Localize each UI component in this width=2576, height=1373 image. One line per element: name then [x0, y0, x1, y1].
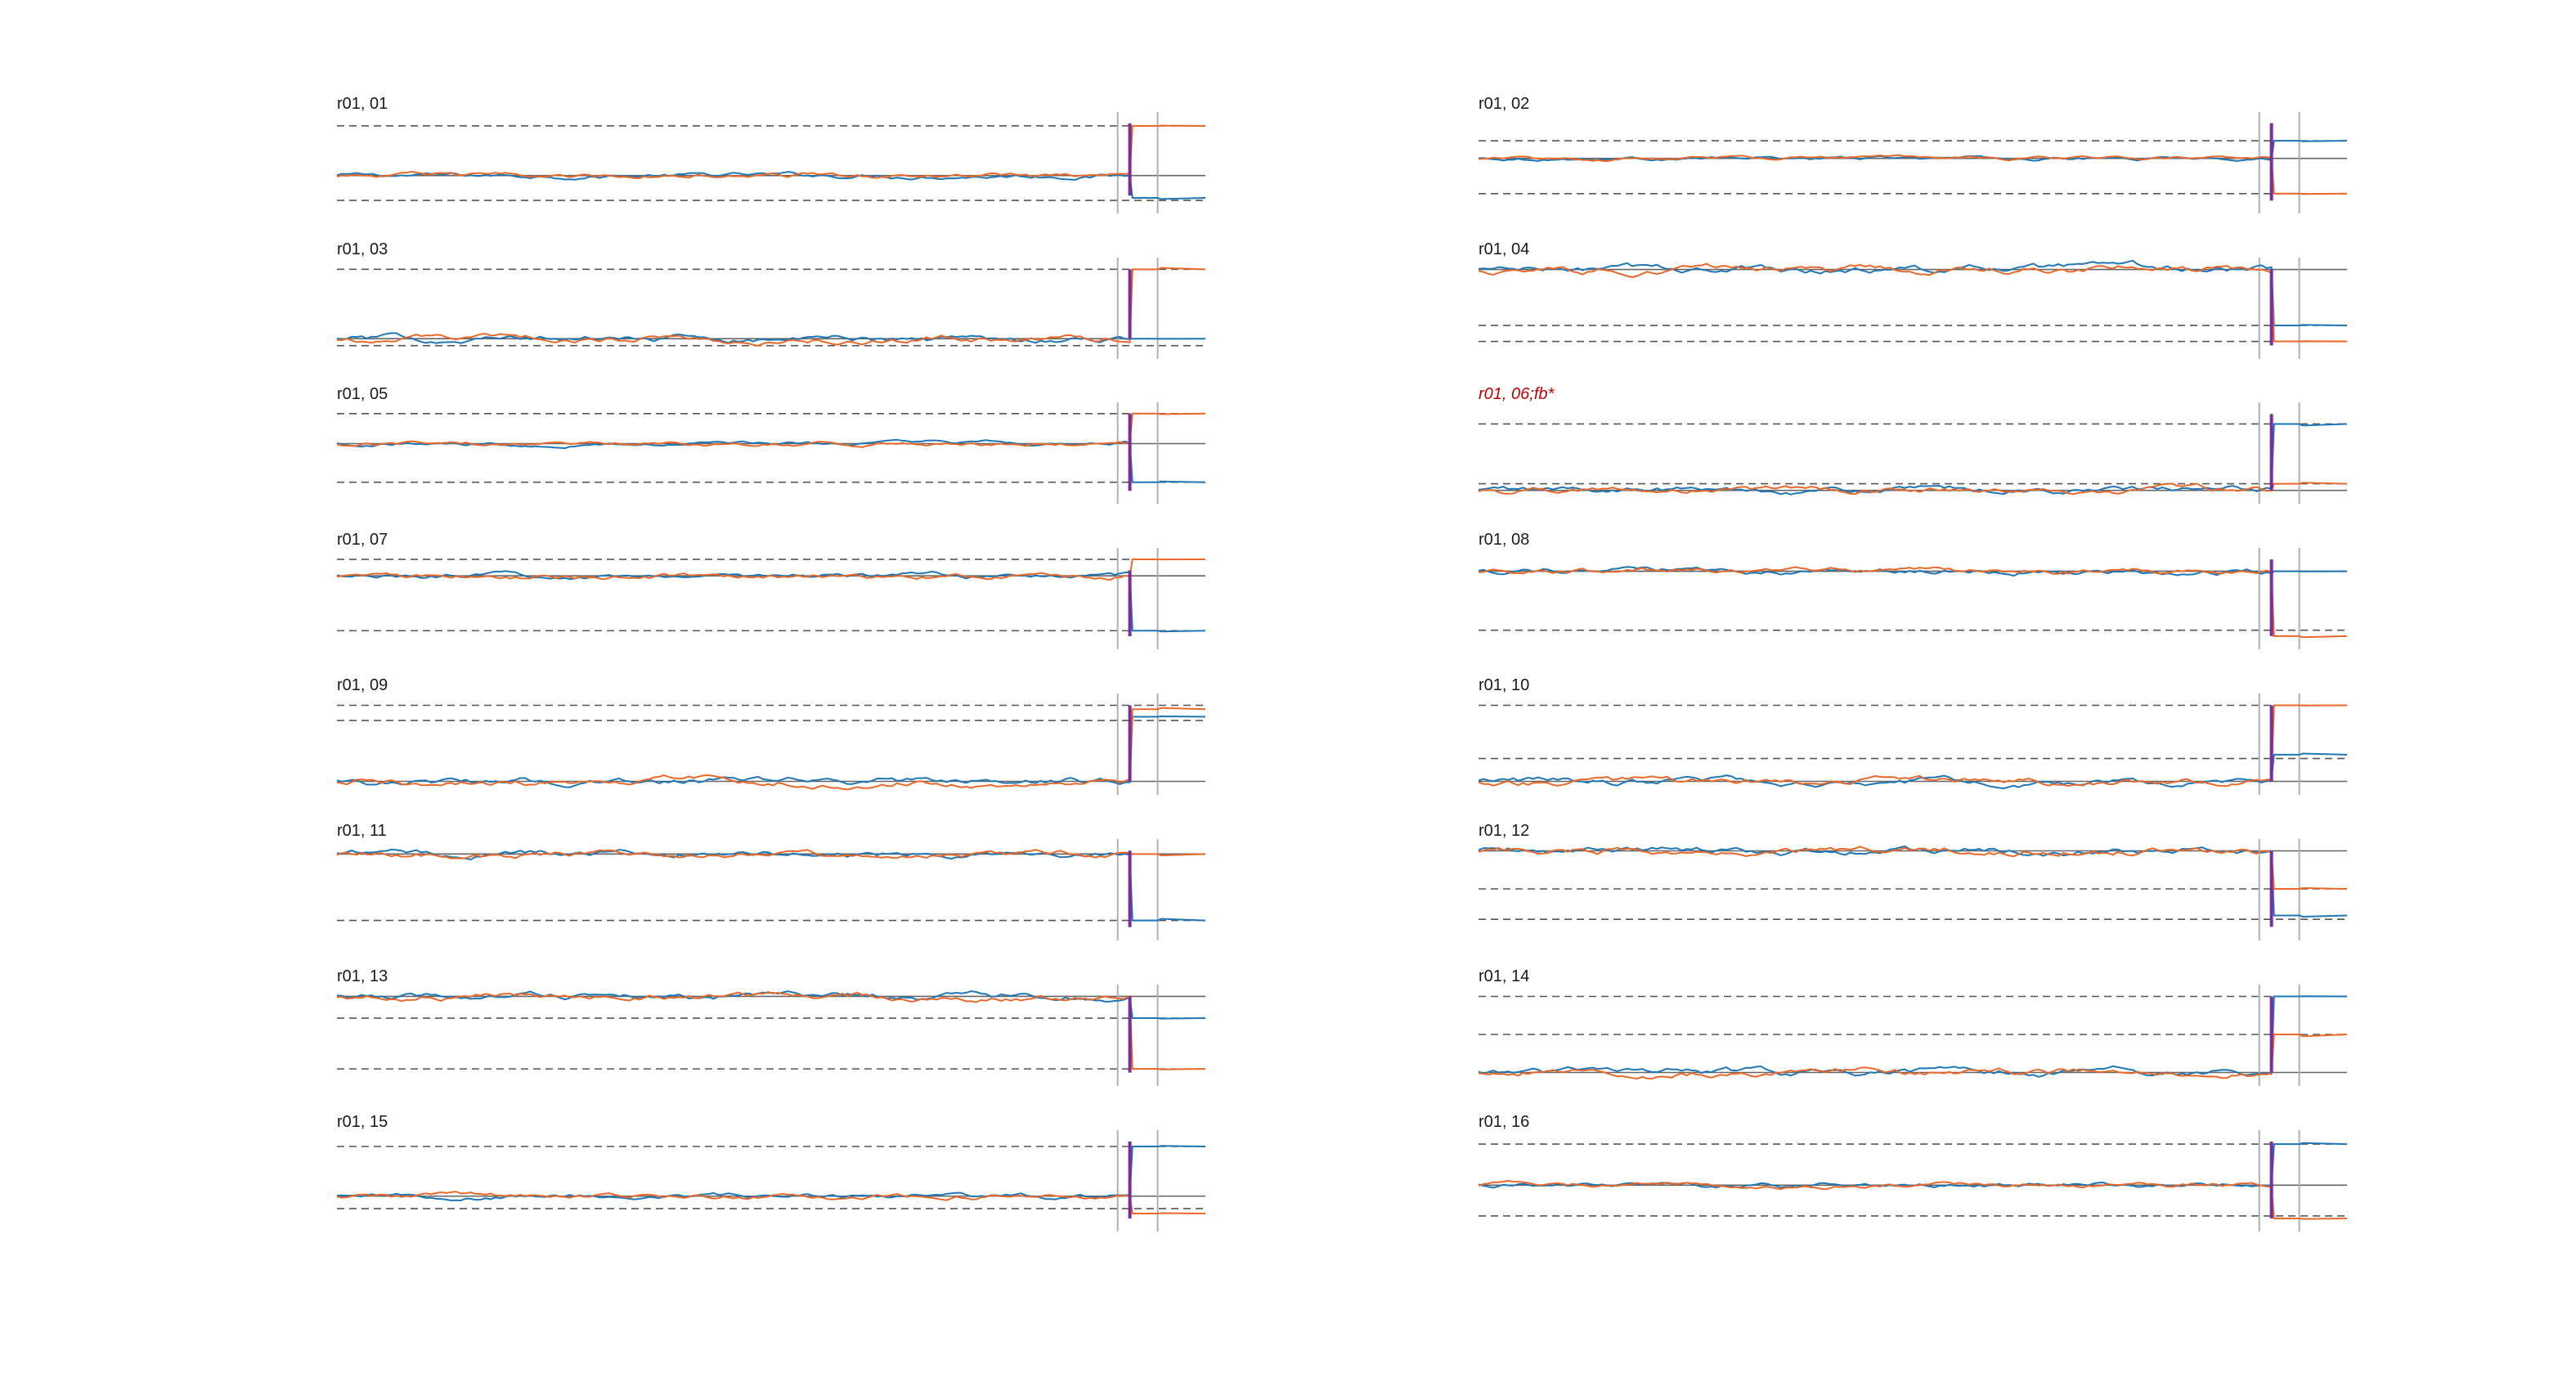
series-a-line: [1478, 845, 2348, 918]
panel-6: r01, 06;fb*: [1478, 385, 2348, 504]
series-a-line: [1478, 423, 2348, 496]
series-b-line: [336, 848, 1206, 859]
panel-1: r01, 01: [336, 95, 1206, 213]
panel-9: r01, 09: [336, 676, 1206, 795]
panel-title: r01, 02: [1479, 95, 1529, 113]
panel-8: r01, 08: [1478, 531, 2348, 649]
series-a-line: [336, 990, 1206, 1020]
series-b-line: [336, 991, 1206, 1070]
panel-title: r01, 08: [1479, 531, 1529, 549]
series-b-line: [1478, 154, 2348, 195]
series-b-line: [1478, 262, 2348, 343]
panel-4: r01, 04: [1478, 240, 2348, 359]
panel-title: r01, 15: [337, 1113, 388, 1131]
series-a-line: [336, 171, 1206, 200]
series-b-line: [1478, 1034, 2348, 1080]
series-b-line: [336, 267, 1206, 347]
panel-title: r01, 09: [337, 676, 388, 694]
series-b-line: [336, 412, 1206, 448]
series-a-line: [336, 1145, 1206, 1202]
series-a-line: [336, 570, 1206, 633]
series-a-line: [336, 332, 1206, 344]
panel-5: r01, 05: [336, 385, 1206, 504]
series-a-line: [1478, 995, 2348, 1078]
panel-11: r01, 11: [336, 822, 1206, 940]
series-b-line: [336, 707, 1206, 791]
series-a-line: [336, 715, 1206, 788]
panel-title: r01, 04: [1479, 240, 1529, 258]
panel-title: r01, 03: [337, 240, 388, 258]
panel-title: r01, 11: [337, 822, 387, 840]
series-b-line: [336, 1191, 1206, 1214]
series-b-line: [1478, 846, 2348, 890]
panel-title: r01, 12: [1479, 822, 1529, 840]
panel-title: r01, 13: [337, 967, 388, 985]
series-b-line: [1478, 704, 2348, 787]
panel-title: r01, 06;fb*: [1479, 385, 1555, 403]
panel-14: r01, 14: [1478, 967, 2348, 1086]
panel-title: r01, 10: [1479, 676, 1529, 694]
panel-7: r01, 07: [336, 531, 1206, 649]
panel-title: r01, 01: [337, 95, 388, 113]
series-a-line: [336, 848, 1206, 922]
panel-title: r01, 07: [337, 531, 388, 549]
series-b-line: [336, 124, 1206, 180]
series-a-line: [1478, 1142, 2348, 1189]
panel-title: r01, 16: [1479, 1113, 1529, 1131]
series-b-line: [1478, 482, 2348, 496]
panel-title: r01, 05: [337, 385, 388, 403]
panel-13: r01, 13: [336, 967, 1206, 1086]
panel-15: r01, 15: [336, 1113, 1206, 1232]
panel-10: r01, 10: [1478, 676, 2348, 795]
series-b-line: [1478, 1179, 2348, 1220]
series-b-line: [1478, 566, 2348, 639]
panel-2: r01, 02: [1478, 95, 2348, 213]
panel-title: r01, 14: [1479, 967, 1529, 985]
series-b-line: [336, 559, 1206, 581]
panel-3: r01, 03: [336, 240, 1206, 359]
panel-16: r01, 16: [1478, 1113, 2348, 1232]
panel-12: r01, 12: [1478, 822, 2348, 940]
